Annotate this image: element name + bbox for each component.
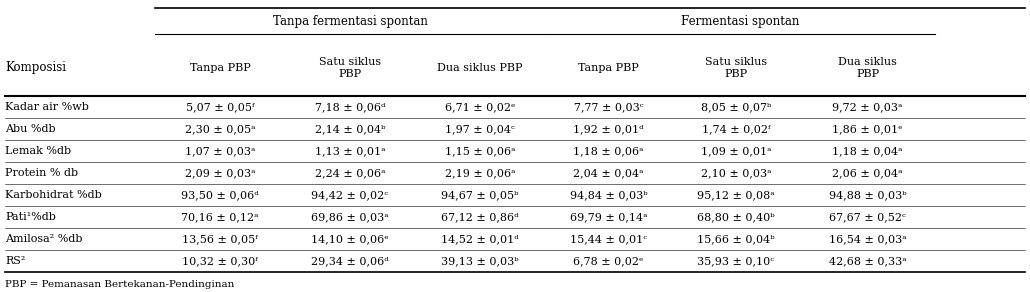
Text: Pati¹%db: Pati¹%db [5, 212, 56, 222]
Text: Komposisi: Komposisi [5, 62, 66, 74]
Text: 16,54 ± 0,03ᵃ: 16,54 ± 0,03ᵃ [829, 234, 906, 244]
Text: 1,74 ± 0,02ᶠ: 1,74 ± 0,02ᶠ [701, 124, 770, 134]
Text: 10,32 ± 0,30ᶠ: 10,32 ± 0,30ᶠ [182, 256, 258, 266]
Text: 2,19 ± 0,06ᵃ: 2,19 ± 0,06ᵃ [445, 168, 515, 178]
Text: 94,42 ± 0,02ᶜ: 94,42 ± 0,02ᶜ [311, 190, 388, 200]
Text: Tanpa PBP: Tanpa PBP [578, 63, 639, 73]
Text: 1,92 ± 0,01ᵈ: 1,92 ± 0,01ᵈ [573, 124, 644, 134]
Text: 42,68 ± 0,33ᵃ: 42,68 ± 0,33ᵃ [829, 256, 906, 266]
Text: 39,13 ± 0,03ᵇ: 39,13 ± 0,03ᵇ [441, 256, 519, 266]
Text: Dua siklus PBP: Dua siklus PBP [438, 63, 523, 73]
Text: Amilosa² %db: Amilosa² %db [5, 234, 82, 244]
Text: 67,67 ± 0,52ᶜ: 67,67 ± 0,52ᶜ [829, 212, 906, 222]
Text: 95,12 ± 0,08ᵃ: 95,12 ± 0,08ᵃ [697, 190, 775, 200]
Text: Protein % db: Protein % db [5, 168, 78, 178]
Text: Satu siklus
PBP: Satu siklus PBP [705, 57, 767, 79]
Text: 93,50 ± 0,06ᵈ: 93,50 ± 0,06ᵈ [181, 190, 259, 200]
Text: 29,34 ± 0,06ᵈ: 29,34 ± 0,06ᵈ [311, 256, 389, 266]
Text: 9,72 ± 0,03ᵃ: 9,72 ± 0,03ᵃ [832, 102, 902, 112]
Text: 2,14 ± 0,04ᵇ: 2,14 ± 0,04ᵇ [315, 124, 385, 134]
Text: Lemak %db: Lemak %db [5, 146, 71, 156]
Text: 2,30 ± 0,05ᵃ: 2,30 ± 0,05ᵃ [184, 124, 255, 134]
Text: Kadar air %wb: Kadar air %wb [5, 102, 89, 112]
Text: 14,52 ± 0,01ᵈ: 14,52 ± 0,01ᵈ [441, 234, 519, 244]
Text: 2,24 ± 0,06ᵃ: 2,24 ± 0,06ᵃ [315, 168, 385, 178]
Text: PBP = Pemanasan Bertekanan-Pendinginan: PBP = Pemanasan Bertekanan-Pendinginan [5, 280, 235, 289]
Text: 69,86 ± 0,03ᵃ: 69,86 ± 0,03ᵃ [311, 212, 388, 222]
Text: 5,07 ± 0,05ᶠ: 5,07 ± 0,05ᶠ [185, 102, 254, 112]
Text: 8,05 ± 0,07ᵇ: 8,05 ± 0,07ᵇ [700, 102, 771, 112]
Text: Karbohidrat %db: Karbohidrat %db [5, 190, 102, 200]
Text: 1,18 ± 0,06ᵃ: 1,18 ± 0,06ᵃ [574, 146, 644, 156]
Text: 2,10 ± 0,03ᵃ: 2,10 ± 0,03ᵃ [700, 168, 771, 178]
Text: 7,18 ± 0,06ᵈ: 7,18 ± 0,06ᵈ [315, 102, 385, 112]
Text: 6,78 ± 0,02ᵉ: 6,78 ± 0,02ᵉ [574, 256, 644, 266]
Text: 1,07 ± 0,03ᵃ: 1,07 ± 0,03ᵃ [184, 146, 255, 156]
Text: 35,93 ± 0,10ᶜ: 35,93 ± 0,10ᶜ [697, 256, 775, 266]
Text: 7,77 ± 0,03ᶜ: 7,77 ± 0,03ᶜ [574, 102, 644, 112]
Text: 2,06 ± 0,04ᵃ: 2,06 ± 0,04ᵃ [832, 168, 902, 178]
Text: Abu %db: Abu %db [5, 124, 56, 134]
Text: 6,71 ± 0,02ᵉ: 6,71 ± 0,02ᵉ [445, 102, 515, 112]
Text: 1,13 ± 0,01ᵃ: 1,13 ± 0,01ᵃ [315, 146, 385, 156]
Text: Fermentasi spontan: Fermentasi spontan [681, 15, 799, 29]
Text: 1,97 ± 0,04ᶜ: 1,97 ± 0,04ᶜ [445, 124, 515, 134]
Text: 1,15 ± 0,06ᵃ: 1,15 ± 0,06ᵃ [445, 146, 515, 156]
Text: 2,09 ± 0,03ᵃ: 2,09 ± 0,03ᵃ [184, 168, 255, 178]
Text: 69,79 ± 0,14ᵃ: 69,79 ± 0,14ᵃ [570, 212, 647, 222]
Text: 2,04 ± 0,04ᵃ: 2,04 ± 0,04ᵃ [574, 168, 644, 178]
Text: 13,56 ± 0,05ᶠ: 13,56 ± 0,05ᶠ [182, 234, 258, 244]
Text: 94,88 ± 0,03ᵇ: 94,88 ± 0,03ᵇ [829, 190, 906, 200]
Text: 68,80 ± 0,40ᵇ: 68,80 ± 0,40ᵇ [697, 212, 775, 222]
Text: 15,66 ± 0,04ᵇ: 15,66 ± 0,04ᵇ [697, 234, 775, 244]
Text: 70,16 ± 0,12ᵃ: 70,16 ± 0,12ᵃ [181, 212, 259, 222]
Text: Tanpa fermentasi spontan: Tanpa fermentasi spontan [273, 15, 427, 29]
Text: Satu siklus
PBP: Satu siklus PBP [319, 57, 381, 79]
Text: 94,84 ± 0,03ᵇ: 94,84 ± 0,03ᵇ [570, 190, 647, 200]
Text: Tanpa PBP: Tanpa PBP [190, 63, 250, 73]
Text: 67,12 ± 0,86ᵈ: 67,12 ± 0,86ᵈ [441, 212, 519, 222]
Text: RS²: RS² [5, 256, 26, 266]
Text: 1,86 ± 0,01ᵉ: 1,86 ± 0,01ᵉ [832, 124, 902, 134]
Text: 1,09 ± 0,01ᵃ: 1,09 ± 0,01ᵃ [700, 146, 771, 156]
Text: 14,10 ± 0,06ᵉ: 14,10 ± 0,06ᵉ [311, 234, 388, 244]
Text: 94,67 ± 0,05ᵇ: 94,67 ± 0,05ᵇ [441, 190, 519, 200]
Text: Dua siklus
PBP: Dua siklus PBP [838, 57, 897, 79]
Text: 15,44 ± 0,01ᶜ: 15,44 ± 0,01ᶜ [570, 234, 647, 244]
Text: 1,18 ± 0,04ᵃ: 1,18 ± 0,04ᵃ [832, 146, 902, 156]
